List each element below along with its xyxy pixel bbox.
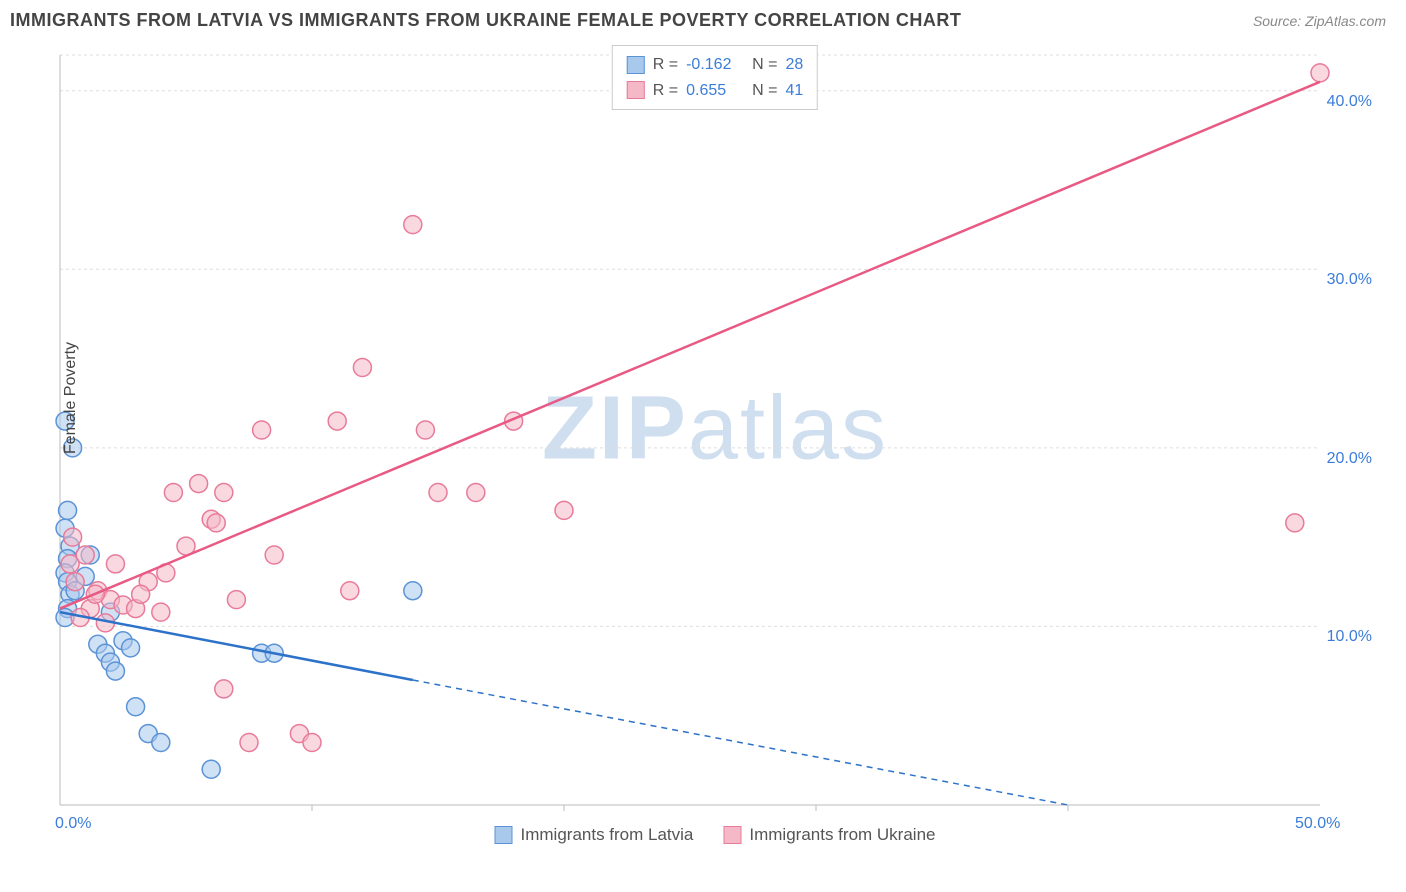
legend-swatch <box>723 826 741 844</box>
chart-header: IMMIGRANTS FROM LATVIA VS IMMIGRANTS FRO… <box>0 0 1406 36</box>
n-label: N = <box>752 78 777 104</box>
r-value: 0.655 <box>686 78 744 104</box>
n-value: 41 <box>785 78 803 104</box>
y-tick-label: 30.0% <box>1327 271 1372 289</box>
scatter-plot <box>50 45 1380 845</box>
x-tick-label: 0.0% <box>55 815 91 833</box>
y-tick-label: 20.0% <box>1327 450 1372 468</box>
r-label: R = <box>653 52 678 78</box>
y-tick-label: 40.0% <box>1327 93 1372 111</box>
y-axis-label: Female Poverty <box>62 342 80 454</box>
n-label: N = <box>752 52 777 78</box>
r-value: -0.162 <box>686 52 744 78</box>
source-attribution: Source: ZipAtlas.com <box>1253 13 1386 29</box>
n-value: 28 <box>785 52 803 78</box>
legend-item: Immigrants from Ukraine <box>723 825 935 845</box>
x-tick-label: 50.0% <box>1295 815 1340 833</box>
legend-item: Immigrants from Latvia <box>495 825 694 845</box>
y-tick-label: 10.0% <box>1327 628 1372 646</box>
legend-swatch <box>627 56 645 74</box>
legend-label: Immigrants from Latvia <box>521 825 694 845</box>
r-label: R = <box>653 78 678 104</box>
legend-label: Immigrants from Ukraine <box>749 825 935 845</box>
chart-title: IMMIGRANTS FROM LATVIA VS IMMIGRANTS FRO… <box>10 10 961 31</box>
correlation-legend: R = -0.162 N = 28 R = 0.655 N = 41 <box>612 45 818 110</box>
legend-swatch <box>495 826 513 844</box>
stat-legend-row: R = -0.162 N = 28 <box>627 52 803 78</box>
chart-area: ZIPatlas Female Poverty R =-0.162N =28R … <box>50 45 1380 845</box>
legend-swatch <box>627 81 645 99</box>
series-legend: Immigrants from Latvia Immigrants from Uk… <box>495 825 936 845</box>
stat-legend-row: R = 0.655 N = 41 <box>627 78 803 104</box>
